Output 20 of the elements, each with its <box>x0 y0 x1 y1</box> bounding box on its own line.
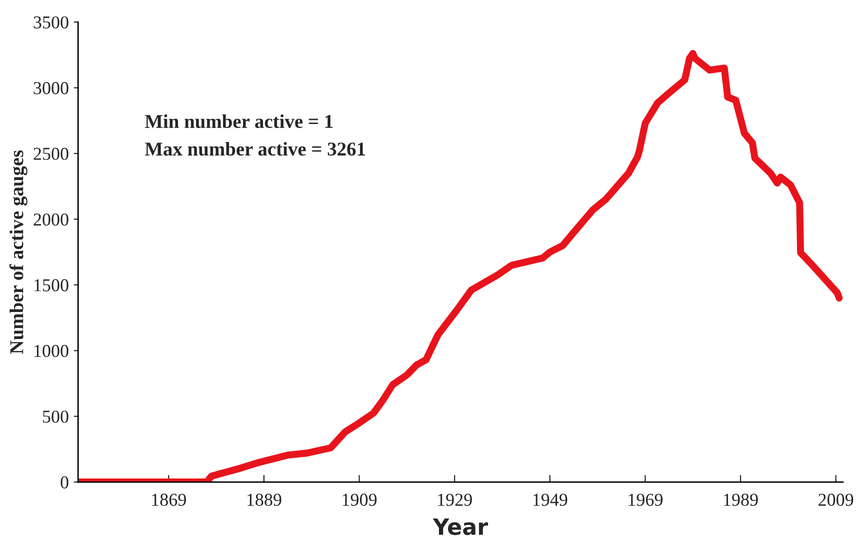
y-tick-label: 0 <box>60 476 68 488</box>
x-tick-label: 1909 <box>342 494 377 506</box>
x-tick-label: 1869 <box>152 494 186 506</box>
x-tick-label: 1969 <box>628 494 663 506</box>
x-axis-title: Year <box>432 518 488 536</box>
x-tick-label: 1989 <box>724 494 758 506</box>
y-tick-label: 3000 <box>34 82 68 94</box>
x-tick-label: 1949 <box>533 494 568 506</box>
y-tick-label: 1500 <box>34 279 68 292</box>
annotation: Max number active = 3261 <box>144 142 365 156</box>
y-tick-label: 1000 <box>34 344 68 358</box>
x-tick-label: 1929 <box>438 494 472 506</box>
y-tick-label: 2500 <box>34 148 68 160</box>
y-tick-label: 2000 <box>34 213 68 226</box>
y-axis-title: Number of active gauges <box>9 150 28 354</box>
y-tick-label: 3500 <box>34 16 68 28</box>
x-tick-label: 1889 <box>247 494 282 506</box>
y-tick-label: 500 <box>43 410 68 423</box>
annotation: Min number active = 1 <box>144 114 333 128</box>
x-tick-label: 2009 <box>818 494 854 506</box>
